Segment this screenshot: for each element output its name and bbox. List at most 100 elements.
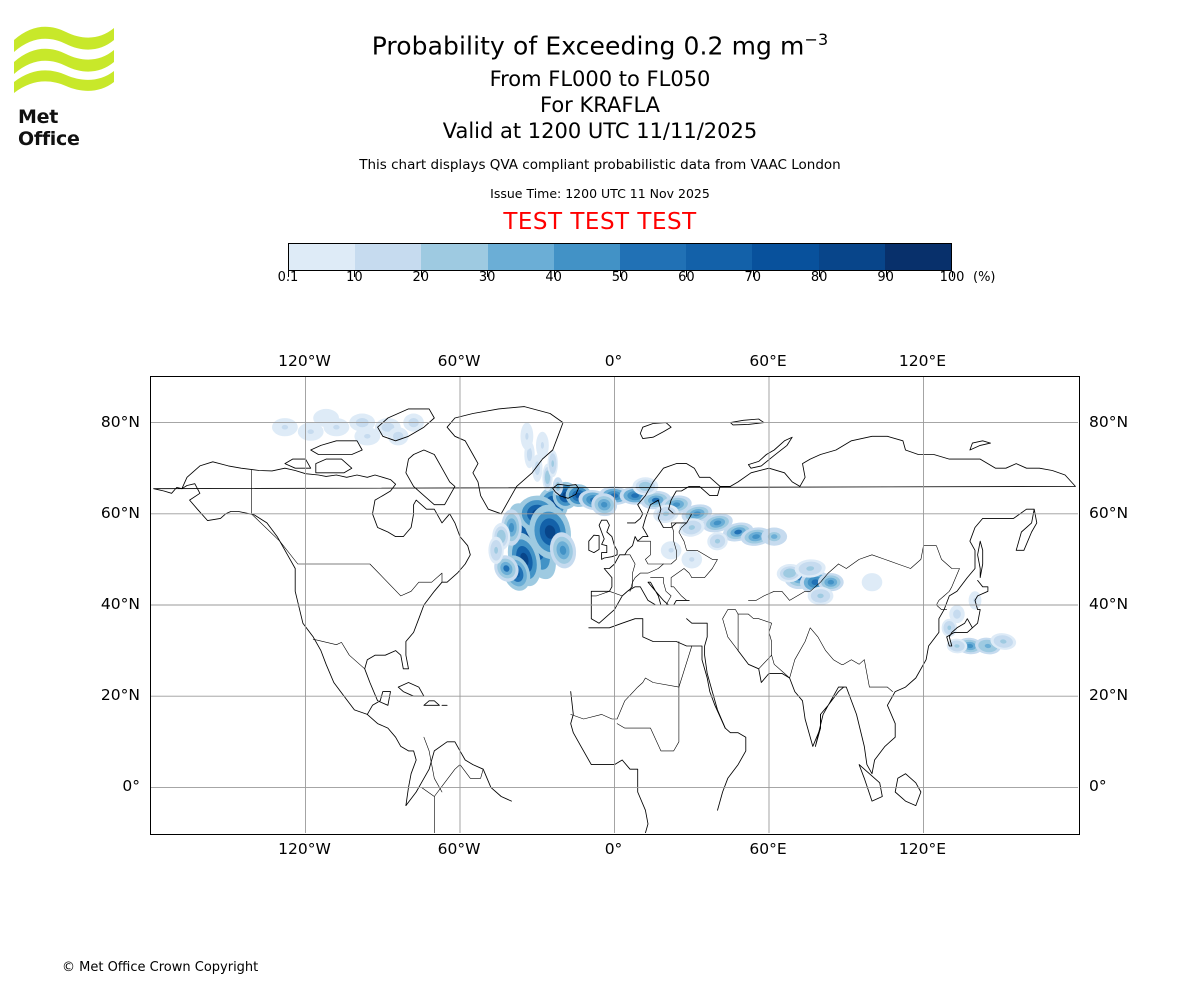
ash-contour-11-1 xyxy=(508,522,515,533)
country-border-18 xyxy=(864,659,893,692)
qva-note: This chart displays QVA compliant probab… xyxy=(359,157,841,174)
coastline-18 xyxy=(894,773,922,807)
colorbar-tick-label-1: 10 xyxy=(346,270,363,285)
volcano-line: For KRAFLA xyxy=(540,93,660,118)
lat-tick-left-1: 60°N xyxy=(100,503,140,522)
colorbar-band-0 xyxy=(289,244,356,270)
ash-contour-47-1 xyxy=(827,579,834,585)
ash-contour-9-1 xyxy=(544,525,556,539)
ash-contour-25-1 xyxy=(642,484,649,489)
lat-tick-left-2: 40°N xyxy=(100,595,140,613)
ash-contour-37-1 xyxy=(384,424,392,430)
country-border-15 xyxy=(838,545,924,569)
ash-contour-28-1 xyxy=(714,538,721,544)
ash-contour-46-1 xyxy=(811,579,820,586)
colorbar-tick-label-8: 80 xyxy=(810,270,828,285)
ash-contour-33-1 xyxy=(540,442,544,449)
colorbar-band-2 xyxy=(421,244,488,270)
met-office-wordmark: Met Office xyxy=(18,106,80,150)
ash-contour-22-1 xyxy=(752,534,760,539)
coastline-25 xyxy=(315,458,353,474)
coastline-layer xyxy=(153,406,1076,833)
lon-tick-top-3: 60°E xyxy=(749,352,787,370)
coastline-17 xyxy=(858,764,883,802)
country-border-11 xyxy=(737,613,772,670)
ash-contour-41-1 xyxy=(281,424,289,430)
lon-tick-top-1: 60°W xyxy=(437,352,481,370)
lon-tick-top-0: 120°W xyxy=(278,352,331,370)
country-border-9 xyxy=(678,522,718,578)
colorbar-tick-label-3: 30 xyxy=(478,270,496,285)
met-office-logo-waves xyxy=(14,26,114,93)
country-border-2 xyxy=(312,638,365,670)
country-border-24 xyxy=(459,764,484,779)
colorbar-tick-label-10: 100 xyxy=(939,270,965,285)
gridline-layer xyxy=(151,377,1078,833)
colorbar-band-7 xyxy=(752,244,819,270)
ash-contour-42-1 xyxy=(364,434,371,439)
ash-contour-18-1 xyxy=(672,502,681,508)
lon-tick-bottom-3: 60°E xyxy=(749,840,787,858)
valid-time-line: Valid at 1200 UTC 11/11/2025 xyxy=(442,119,758,144)
colorbar-tick-9 xyxy=(885,271,887,277)
lon-tick-top-2: 0° xyxy=(604,352,623,370)
country-border-10 xyxy=(722,609,739,651)
coastline-27 xyxy=(397,682,425,697)
ash-contour-34-1 xyxy=(525,432,529,440)
map-plot-area[interactable] xyxy=(150,376,1080,835)
colorbar-band-1 xyxy=(355,244,422,270)
colorbar-tick-0 xyxy=(288,271,289,277)
lon-tick-bottom-2: 0° xyxy=(604,840,623,858)
coastline-6 xyxy=(590,463,721,624)
ash-contour-55-1 xyxy=(947,625,952,631)
ash-contour-49-1 xyxy=(806,566,815,571)
coastline-11 xyxy=(946,579,989,647)
flight-level-line: From FL000 to FL050 xyxy=(489,67,711,92)
ash-probability-layer xyxy=(272,408,1017,655)
coastline-2 xyxy=(446,406,564,515)
colorbar-ticks xyxy=(288,271,953,279)
colorbar-band-3 xyxy=(487,244,554,270)
colorbar-tick-label-5: 50 xyxy=(611,270,629,285)
colorbar-tick-6 xyxy=(686,271,688,277)
colorbar-tick-2 xyxy=(420,271,422,277)
country-border-3 xyxy=(634,522,677,565)
lon-tick-bottom-0: 120°W xyxy=(278,840,331,858)
colorbar-band-9 xyxy=(884,244,952,270)
colorbar-tick-4 xyxy=(553,271,555,277)
ash-contour-52-1 xyxy=(984,643,992,649)
lat-tick-right-0: 80°N xyxy=(1089,412,1129,431)
ash-contour-48-1 xyxy=(786,570,793,576)
colorbar-tick-8 xyxy=(819,271,821,277)
coastline-7 xyxy=(598,519,618,560)
coastline-9 xyxy=(153,435,1076,494)
ash-contour-39-1 xyxy=(333,424,340,430)
lat-tick-right-3: 20°N xyxy=(1089,686,1129,705)
ash-contour-51-1 xyxy=(966,643,974,649)
ash-contour-12-1 xyxy=(498,533,504,540)
colorbar-tick-label-2: 20 xyxy=(412,270,430,285)
ash-contour-23-1 xyxy=(771,534,778,539)
chart-header: Probability of Exceeding 0.2 mg m−3 From… xyxy=(0,24,1200,235)
colorbar-band-5 xyxy=(620,244,687,270)
ash-contour-56-1 xyxy=(955,611,959,617)
colorbar-band-4 xyxy=(553,244,621,270)
ash-contour-43-1 xyxy=(395,434,401,439)
ash-contour-24-1 xyxy=(601,501,608,508)
country-border-7 xyxy=(650,577,672,606)
country-border-20 xyxy=(570,677,680,720)
issue-time: Issue Time: 1200 UTC 11 Nov 2025 xyxy=(490,186,710,202)
colorbar-unit: (%) xyxy=(973,270,996,285)
colorbar-tick-label-4: 40 xyxy=(545,270,562,285)
coastline-24 xyxy=(284,458,312,469)
country-border-12 xyxy=(771,654,790,679)
ash-contour-13-1 xyxy=(494,546,498,554)
lat-tick-right-2: 40°N xyxy=(1089,595,1129,613)
ash-contour-59-1 xyxy=(689,557,695,562)
country-border-19 xyxy=(678,641,693,688)
colorbar-tick-3 xyxy=(487,271,489,277)
met-office-logo: Met Office xyxy=(10,18,120,150)
coastline-20 xyxy=(969,440,991,451)
coastline-28 xyxy=(423,700,440,706)
coastline-5 xyxy=(747,436,793,469)
